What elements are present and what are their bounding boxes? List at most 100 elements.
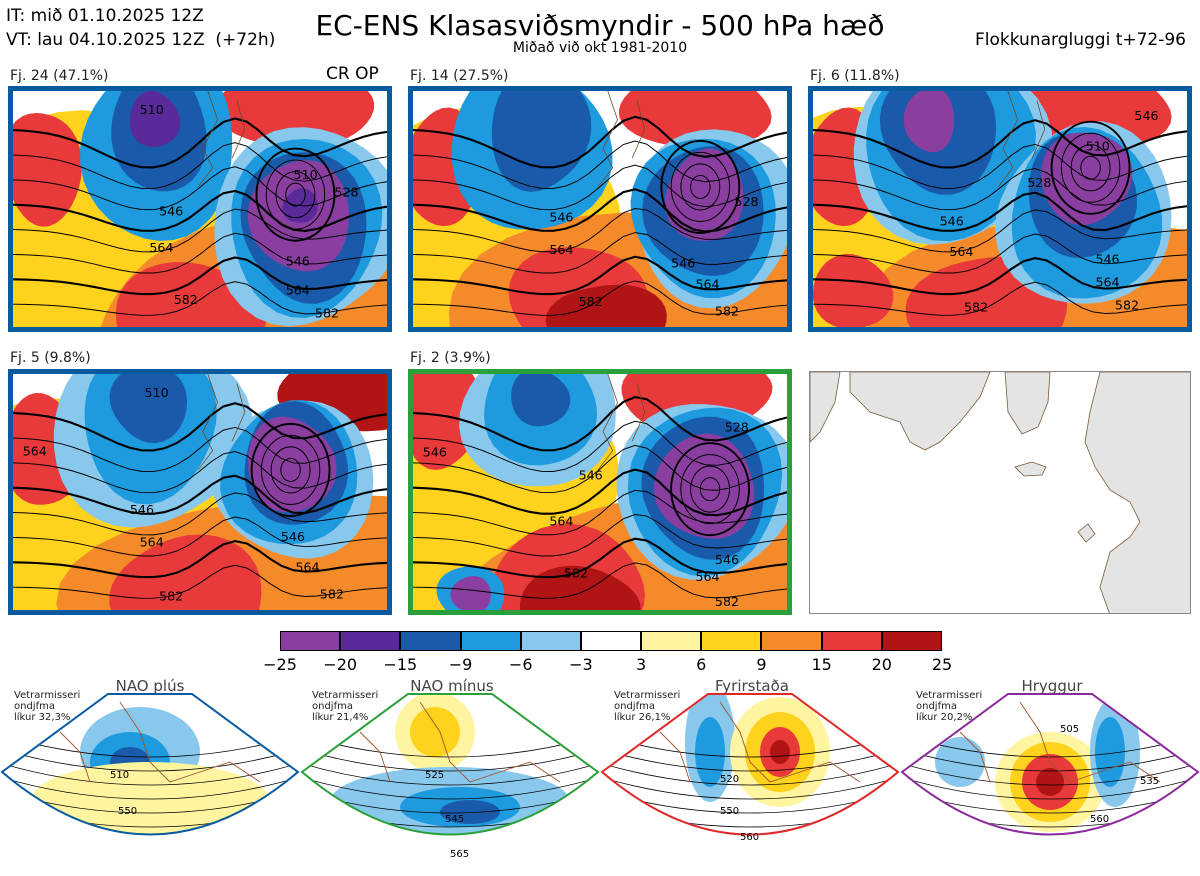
colorbar-tick-label: −9 — [448, 655, 473, 674]
contour-label: 564 — [949, 244, 973, 259]
regime-height-contour — [900, 844, 1200, 869]
regime-contour-label: 520 — [720, 774, 739, 785]
anomaly-area — [813, 253, 894, 327]
regime-anomaly-area — [440, 800, 500, 824]
coastline — [597, 374, 646, 471]
contour-label: 546 — [579, 468, 603, 483]
anomaly-area — [109, 534, 262, 610]
regime-coastline — [59, 701, 261, 783]
regime-anomaly-area — [1036, 768, 1064, 796]
regime-map-ridge[interactable]: 505 535 560 — [900, 692, 1200, 872]
cluster-map-panel[interactable]: 510 510 528 546 564 582 546 564 582 — [8, 86, 392, 332]
cluster-label: Fj. 24 (47.1%) — [10, 68, 109, 84]
low-center-contour — [1070, 144, 1111, 192]
low-center-contour — [660, 139, 741, 234]
regime-description: Vetrarmisseri ondjfma líkur 21,4% — [312, 690, 379, 723]
cluster-anomaly-map: 510 528 546 564 582 546 564 582 546 — [813, 91, 1187, 327]
regime-sector-border — [0, 693, 300, 836]
regime-map-nao-minus[interactable]: 525 545 565 — [300, 692, 600, 872]
height-contour — [413, 208, 787, 253]
regime-coastline — [359, 701, 561, 783]
regime-contour-label: 565 — [450, 849, 469, 860]
regime-height-contour — [2, 745, 298, 772]
height-contour — [13, 451, 387, 494]
contour-label: 546 — [671, 256, 695, 271]
cluster-map-panel[interactable]: 528 546 564 582 546 564 582 546 — [408, 369, 792, 615]
height-contour — [413, 255, 787, 296]
regime-height-contour — [302, 773, 598, 800]
contour-label: 546 — [159, 204, 183, 219]
contour-label: 528 — [734, 194, 758, 209]
colorbar-tick-label: −3 — [569, 655, 593, 674]
low-center-contour — [260, 434, 321, 505]
colorbar-tick-label: −15 — [383, 655, 418, 674]
coastline — [197, 91, 246, 188]
low-center-contour — [280, 457, 301, 482]
low-center-contour — [680, 454, 740, 525]
contour-label: 564 — [295, 560, 319, 575]
height-contour — [13, 492, 387, 536]
height-contour — [13, 474, 387, 515]
regime-height-contour — [600, 844, 900, 869]
height-contour — [813, 143, 1187, 190]
height-contour — [413, 537, 787, 579]
cluster-map-panel[interactable]: 528 546 564 582 546 564 582 — [408, 86, 792, 332]
regime-contour-label: 550 — [720, 806, 739, 817]
regime-contour-label: 560 — [740, 832, 759, 843]
contour-label: 564 — [695, 277, 719, 292]
colorbar-tick-label: −6 — [508, 655, 533, 674]
height-contour — [413, 188, 787, 233]
contour-label: 582 — [579, 294, 603, 309]
regime-map-nao-plus[interactable]: 510 550 — [0, 692, 300, 872]
regime-contour-label: 545 — [445, 814, 464, 825]
colorbar-segment — [520, 631, 581, 651]
page-subtitle: Miðað við okt 1981-2010 — [512, 40, 688, 56]
colorbar-segment — [460, 631, 521, 651]
height-contour — [813, 257, 1187, 296]
height-contour — [813, 168, 1187, 211]
anomaly-area — [109, 374, 188, 443]
cluster-label: Fj. 14 (27.5%) — [410, 68, 509, 84]
colorbar-segment — [400, 631, 461, 651]
contour-label: 564 — [695, 569, 719, 584]
contour-label: 546 — [549, 210, 573, 225]
height-contour — [13, 256, 387, 296]
contour-label: 564 — [149, 240, 173, 255]
height-contour — [813, 209, 1187, 253]
height-contour — [413, 396, 787, 452]
regime-anomaly-area — [110, 817, 210, 835]
height-contour — [813, 281, 1187, 316]
coastline — [197, 374, 246, 471]
height-contour — [413, 489, 787, 536]
classification-window: Flokkunargluggi t+72-96 — [974, 30, 1186, 50]
regime-height-contour — [902, 759, 1198, 786]
contour-label: 564 — [549, 514, 573, 529]
regime-contour-label: 525 — [425, 770, 444, 781]
colorbar-tick-label: 6 — [696, 655, 707, 674]
regime-map-blocking[interactable]: 520 550 560 — [600, 692, 900, 872]
contour-label: 582 — [1115, 298, 1139, 313]
height-contour — [13, 516, 387, 557]
contour-label: 582 — [715, 594, 739, 609]
height-contour — [13, 142, 387, 190]
regime-contour-label: 535 — [1140, 776, 1159, 787]
cluster-map-panel[interactable]: 510 546 564 582 546 564 582 564 — [8, 369, 392, 615]
contour-label: 546 — [940, 213, 964, 228]
anomaly-area — [248, 416, 337, 513]
anomaly-area — [511, 374, 571, 427]
regime-contour-label: 550 — [118, 806, 137, 817]
anomaly-area — [13, 112, 82, 227]
contour-label: 546 — [286, 254, 310, 269]
regime-height-contour — [302, 745, 598, 772]
contour-label: 546 — [1134, 108, 1158, 123]
height-contour — [13, 564, 387, 599]
contour-label: 564 — [140, 535, 164, 550]
anomaly-colorbar — [280, 631, 942, 651]
contour-label: 564 — [286, 282, 310, 297]
cluster-map-panel[interactable]: 510 528 546 564 582 546 564 582 546 — [808, 86, 1192, 332]
contour-label: 564 — [23, 444, 47, 459]
height-contour — [813, 233, 1187, 274]
contour-label: 582 — [964, 300, 988, 315]
height-contour — [813, 119, 1187, 169]
